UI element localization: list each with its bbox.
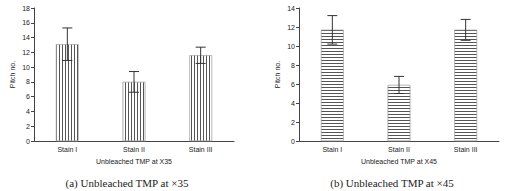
svg-text:6: 6 xyxy=(291,81,295,88)
svg-text:8: 8 xyxy=(291,62,295,69)
svg-text:8: 8 xyxy=(26,78,30,85)
svg-text:16: 16 xyxy=(22,19,30,26)
svg-text:Unbleached TMP at X45: Unbleached TMP at X45 xyxy=(361,158,437,165)
svg-text:2: 2 xyxy=(26,123,30,130)
svg-text:Stain III: Stain III xyxy=(189,146,213,153)
svg-text:12: 12 xyxy=(287,24,295,31)
svg-text:Stain II: Stain II xyxy=(388,146,410,153)
svg-text:10: 10 xyxy=(22,64,30,71)
svg-text:4: 4 xyxy=(26,108,30,115)
svg-text:Stain II: Stain II xyxy=(123,146,145,153)
svg-text:14: 14 xyxy=(287,5,295,12)
svg-text:(a) Unbleached TMP at ×35: (a) Unbleached TMP at ×35 xyxy=(66,177,189,190)
svg-text:18: 18 xyxy=(22,5,30,12)
svg-text:6: 6 xyxy=(26,93,30,100)
svg-text:Pitch no.: Pitch no. xyxy=(274,61,281,88)
svg-text:14: 14 xyxy=(22,34,30,41)
svg-text:2: 2 xyxy=(291,119,295,126)
svg-text:10: 10 xyxy=(287,43,295,50)
svg-text:Pitch no.: Pitch no. xyxy=(9,61,16,88)
svg-text:Stain I: Stain I xyxy=(57,146,77,153)
svg-text:Stain I: Stain I xyxy=(322,146,342,153)
svg-text:0: 0 xyxy=(26,138,30,145)
svg-text:12: 12 xyxy=(22,49,30,56)
svg-text:(b) Unbleached TMP at ×45: (b) Unbleached TMP at ×45 xyxy=(330,177,454,190)
svg-text:Unbleached TMP at X35: Unbleached TMP at X35 xyxy=(96,158,172,165)
svg-text:4: 4 xyxy=(291,100,295,107)
svg-text:0: 0 xyxy=(291,138,295,145)
svg-text:Stain III: Stain III xyxy=(454,146,478,153)
